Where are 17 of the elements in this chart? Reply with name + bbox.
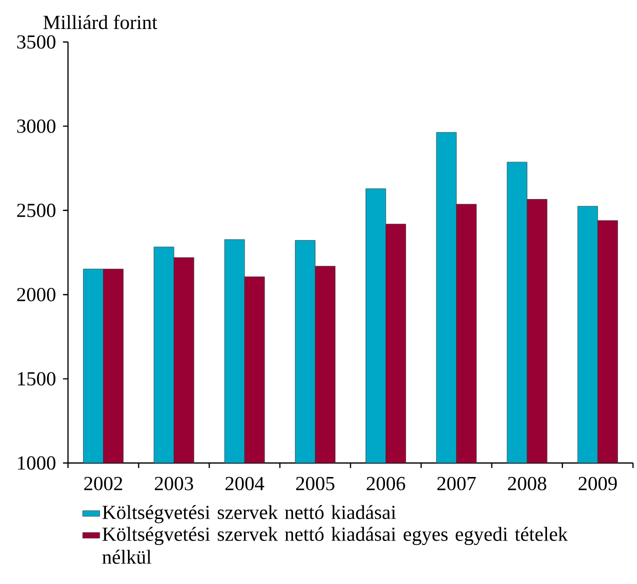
y-tick-label: 1000 <box>18 456 56 470</box>
y-tick-label: 2000 <box>17 288 56 302</box>
y-tick-label: 2500 <box>17 204 56 218</box>
x-tick-label: 2003 <box>154 476 194 490</box>
y-axis-title: Milliárd forint <box>43 14 158 30</box>
legend-label: Költségvetési szervek nettó kiadásai <box>102 505 396 524</box>
x-tick-label: 2002 <box>84 476 122 490</box>
x-tick-label: 2009 <box>578 476 617 490</box>
x-tick-label: 2005 <box>296 476 334 490</box>
x-tick-label: 2007 <box>437 476 476 490</box>
y-tick-label: 3500 <box>17 35 56 49</box>
legend-label: Költségvetési szervek nettó kiadásai egyes egyedi tételek nélkül <box>102 526 568 564</box>
x-tick-label: 2006 <box>366 476 406 490</box>
x-tick-label: 2008 <box>508 476 546 490</box>
x-tick-label: 2004 <box>226 476 264 490</box>
y-tick-label: 1500 <box>18 372 56 386</box>
y-tick-label: 3000 <box>17 119 56 133</box>
